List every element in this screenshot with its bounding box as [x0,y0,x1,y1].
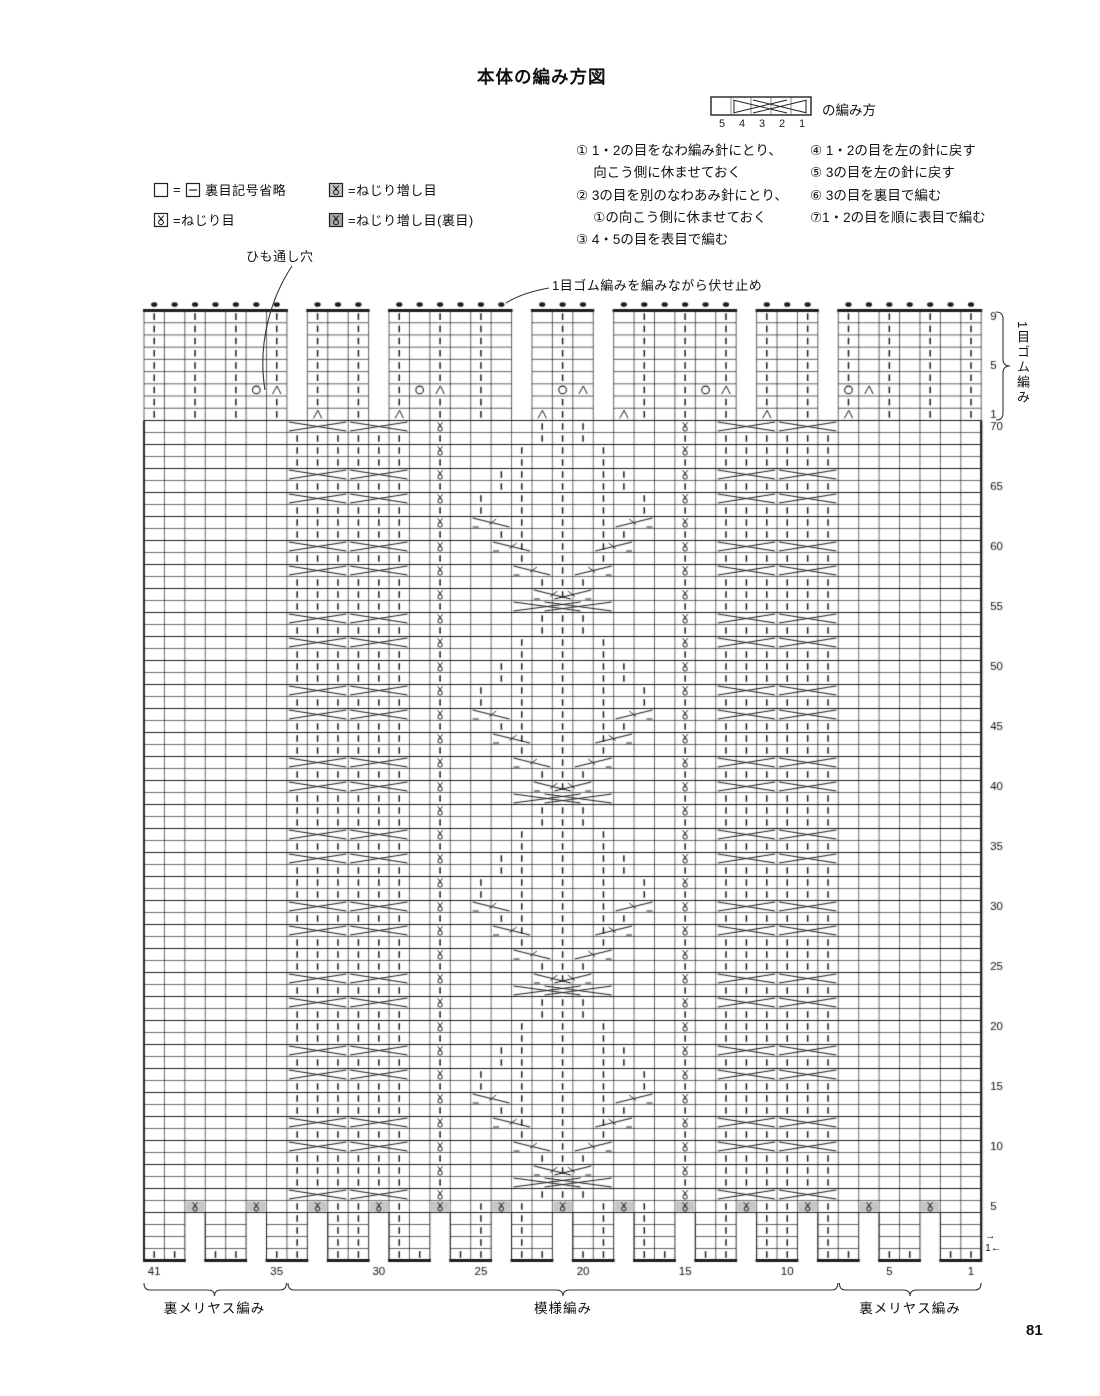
direction-arrow-row2: → [985,1230,996,1242]
instruction-line: 向こう側に休ませておく [576,165,741,181]
cable-symbol-stitch-number: 4 [738,118,746,130]
twist-increase-purl-icon [328,212,344,227]
legend-item-twist-stitch: =ねじり目 [153,210,235,229]
instruction-line: ⑤ 3の目を左の針に戻す [810,165,955,181]
legend-item-twist-increase-purl: =ねじり増し目(裏目) [328,210,474,229]
instruction-line: ⑦1・2の目を順に表目で編む [810,209,986,225]
page-title: 本体の編み方図 [477,67,607,87]
cable-crossing-icon [710,96,812,116]
bindoff-label: 1目ゴム編みを編みながら伏せ止め [552,278,763,293]
section-label: 模様編み [534,1301,592,1316]
knitting-chart-canvas [140,296,1040,1286]
row-direction-arrows: → 1← [985,1230,1001,1254]
cable-symbol-stitch-number: 1 [798,118,806,130]
instruction-line: ② 3の目を別のなわあみ針にとり、 [576,187,788,203]
instructions-left-column: ① 1・2の目をなわ編み針にとり、 向こう側に休ませておく ② 3の目を別のなわあ… [576,140,788,251]
empty-square-icon [153,182,169,197]
twist-increase-icon [328,182,344,197]
section-label: 裏メリヤス編み [859,1301,961,1316]
instructions-right-column: ④ 1・2の目を左の針に戻す ⑤ 3の目を左の針に戻す ⑥ 3の目を裏目で編む ⑦1・… [810,140,986,229]
direction-arrow-row1: 1← [985,1242,1002,1254]
section-label: 裏メリヤス編み [163,1301,266,1316]
cable-symbol-stitch-number: 5 [718,118,726,130]
cable-howto-label: の編み方 [822,103,876,118]
instruction-line: ③ 4・5の目を表目で編む [576,232,729,248]
rib-section-vertical-label: 1目ゴム編み [1015,321,1030,406]
cord-hole-label: ひも通し穴 [246,249,314,264]
page-number: 81 [1026,1322,1043,1339]
legend-item-purl-omitted: = 裏目記号省略 [153,180,286,199]
instruction-line: ④ 1・2の目を左の針に戻す [810,143,976,158]
legend-item-twist-increase: =ねじり増し目 [328,180,437,199]
twist-stitch-icon [153,212,169,227]
instruction-line: ① 1・2の目をなわ編み針にとり、 [576,143,782,158]
cable-symbol-stitch-number: 3 [758,118,766,130]
cable-symbol-stitch-number: 2 [778,118,786,130]
purl-dash-icon [185,182,201,197]
cable-symbol-diagram [710,96,814,123]
instruction-line: ⑥ 3の目を裏目で編む [810,187,942,203]
instruction-line: ①の向こう側に休ませておく [576,209,767,225]
